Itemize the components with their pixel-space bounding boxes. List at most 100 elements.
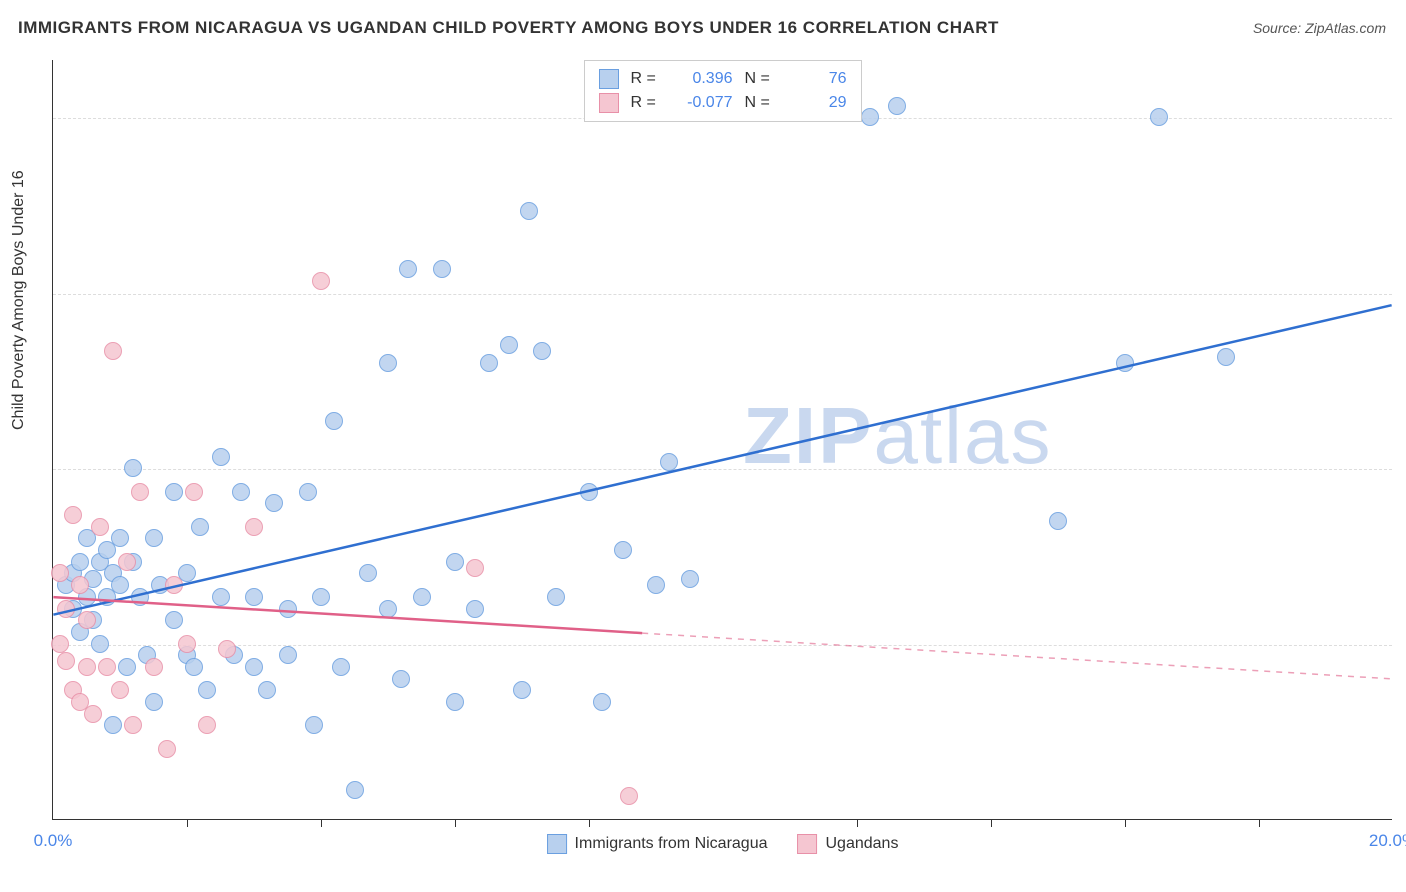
scatter-point-nicaragua xyxy=(647,576,665,594)
legend-swatch-nicaragua xyxy=(547,834,567,854)
scatter-point-ugandans xyxy=(71,576,89,594)
legend-label-ugandans: Ugandans xyxy=(826,835,899,853)
scatter-point-nicaragua xyxy=(359,564,377,582)
legend-item-ugandans: Ugandans xyxy=(798,834,899,854)
scatter-point-ugandans xyxy=(51,635,69,653)
scatter-point-ugandans xyxy=(198,716,216,734)
regression-line-nicaragua xyxy=(53,305,1391,614)
scatter-point-ugandans xyxy=(57,600,75,618)
watermark: ZIPatlas xyxy=(743,390,1052,482)
legend-stats-row-ugandans: R =-0.077N =29 xyxy=(599,91,847,115)
scatter-point-ugandans xyxy=(84,705,102,723)
xtick-label: 20.0% xyxy=(1369,831,1406,851)
scatter-point-nicaragua xyxy=(1217,348,1235,366)
xtick-label: 0.0% xyxy=(34,831,73,851)
plot-area: ZIPatlas R =0.396N =76R =-0.077N =29 Imm… xyxy=(52,60,1392,820)
ytick-label: 15.0% xyxy=(1397,635,1406,655)
n-label: N = xyxy=(745,70,775,88)
chart-title: IMMIGRANTS FROM NICARAGUA VS UGANDAN CHI… xyxy=(18,18,999,38)
ytick-label: 60.0% xyxy=(1397,108,1406,128)
scatter-point-ugandans xyxy=(158,740,176,758)
scatter-point-ugandans xyxy=(78,658,96,676)
xtick xyxy=(1259,819,1260,827)
scatter-point-ugandans xyxy=(111,681,129,699)
scatter-point-nicaragua xyxy=(245,658,263,676)
scatter-point-ugandans xyxy=(124,716,142,734)
scatter-point-ugandans xyxy=(165,576,183,594)
scatter-point-nicaragua xyxy=(861,108,879,126)
scatter-point-nicaragua xyxy=(124,459,142,477)
legend-stats-row-nicaragua: R =0.396N =76 xyxy=(599,67,847,91)
scatter-point-nicaragua xyxy=(212,588,230,606)
scatter-point-nicaragua xyxy=(533,342,551,360)
scatter-point-ugandans xyxy=(118,553,136,571)
scatter-point-nicaragua xyxy=(379,354,397,372)
legend-item-nicaragua: Immigrants from Nicaragua xyxy=(547,834,768,854)
scatter-point-nicaragua xyxy=(198,681,216,699)
xtick xyxy=(589,819,590,827)
scatter-point-nicaragua xyxy=(325,412,343,430)
scatter-point-ugandans xyxy=(64,506,82,524)
scatter-point-nicaragua xyxy=(111,576,129,594)
xtick xyxy=(1125,819,1126,827)
regression-lines xyxy=(53,60,1392,819)
r-label: R = xyxy=(631,94,661,112)
scatter-point-nicaragua xyxy=(279,600,297,618)
scatter-point-nicaragua xyxy=(433,260,451,278)
scatter-point-nicaragua xyxy=(379,600,397,618)
scatter-point-nicaragua xyxy=(660,453,678,471)
scatter-point-nicaragua xyxy=(258,681,276,699)
scatter-point-ugandans xyxy=(245,518,263,536)
xtick xyxy=(857,819,858,827)
scatter-point-nicaragua xyxy=(392,670,410,688)
ytick-label: 45.0% xyxy=(1397,284,1406,304)
scatter-point-nicaragua xyxy=(332,658,350,676)
scatter-point-nicaragua xyxy=(1049,512,1067,530)
scatter-point-nicaragua xyxy=(547,588,565,606)
scatter-point-ugandans xyxy=(104,342,122,360)
legend-swatch-ugandans xyxy=(599,93,619,113)
scatter-point-nicaragua xyxy=(299,483,317,501)
gridline-h xyxy=(53,469,1392,470)
scatter-point-ugandans xyxy=(620,787,638,805)
scatter-point-ugandans xyxy=(51,564,69,582)
gridline-h xyxy=(53,294,1392,295)
scatter-point-nicaragua xyxy=(279,646,297,664)
scatter-point-nicaragua xyxy=(71,553,89,571)
scatter-point-nicaragua xyxy=(232,483,250,501)
y-axis-label: Child Poverty Among Boys Under 16 xyxy=(10,170,28,430)
scatter-point-nicaragua xyxy=(212,448,230,466)
xtick xyxy=(455,819,456,827)
regression-line-ugandans-dashed xyxy=(642,633,1391,679)
xtick xyxy=(991,819,992,827)
scatter-point-nicaragua xyxy=(593,693,611,711)
scatter-point-ugandans xyxy=(312,272,330,290)
gridline-h xyxy=(53,645,1392,646)
r-value: 0.396 xyxy=(673,70,733,88)
scatter-point-nicaragua xyxy=(185,658,203,676)
watermark-rest: atlas xyxy=(873,391,1052,480)
scatter-point-nicaragua xyxy=(1150,108,1168,126)
legend-swatch-nicaragua xyxy=(599,69,619,89)
scatter-point-ugandans xyxy=(466,559,484,577)
scatter-point-ugandans xyxy=(178,635,196,653)
scatter-point-nicaragua xyxy=(520,202,538,220)
scatter-point-ugandans xyxy=(185,483,203,501)
scatter-point-nicaragua xyxy=(500,336,518,354)
scatter-point-ugandans xyxy=(57,652,75,670)
legend-swatch-ugandans xyxy=(798,834,818,854)
ytick-label: 30.0% xyxy=(1397,459,1406,479)
n-value: 76 xyxy=(787,70,847,88)
scatter-point-ugandans xyxy=(131,483,149,501)
scatter-point-nicaragua xyxy=(165,483,183,501)
scatter-point-nicaragua xyxy=(265,494,283,512)
scatter-point-nicaragua xyxy=(888,97,906,115)
scatter-point-nicaragua xyxy=(131,588,149,606)
xtick xyxy=(187,819,188,827)
series-legend: Immigrants from Nicaragua Ugandans xyxy=(547,834,899,854)
chart-source: Source: ZipAtlas.com xyxy=(1253,20,1386,36)
legend-label-nicaragua: Immigrants from Nicaragua xyxy=(575,835,768,853)
scatter-point-nicaragua xyxy=(346,781,364,799)
scatter-point-nicaragua xyxy=(305,716,323,734)
scatter-point-nicaragua xyxy=(446,693,464,711)
